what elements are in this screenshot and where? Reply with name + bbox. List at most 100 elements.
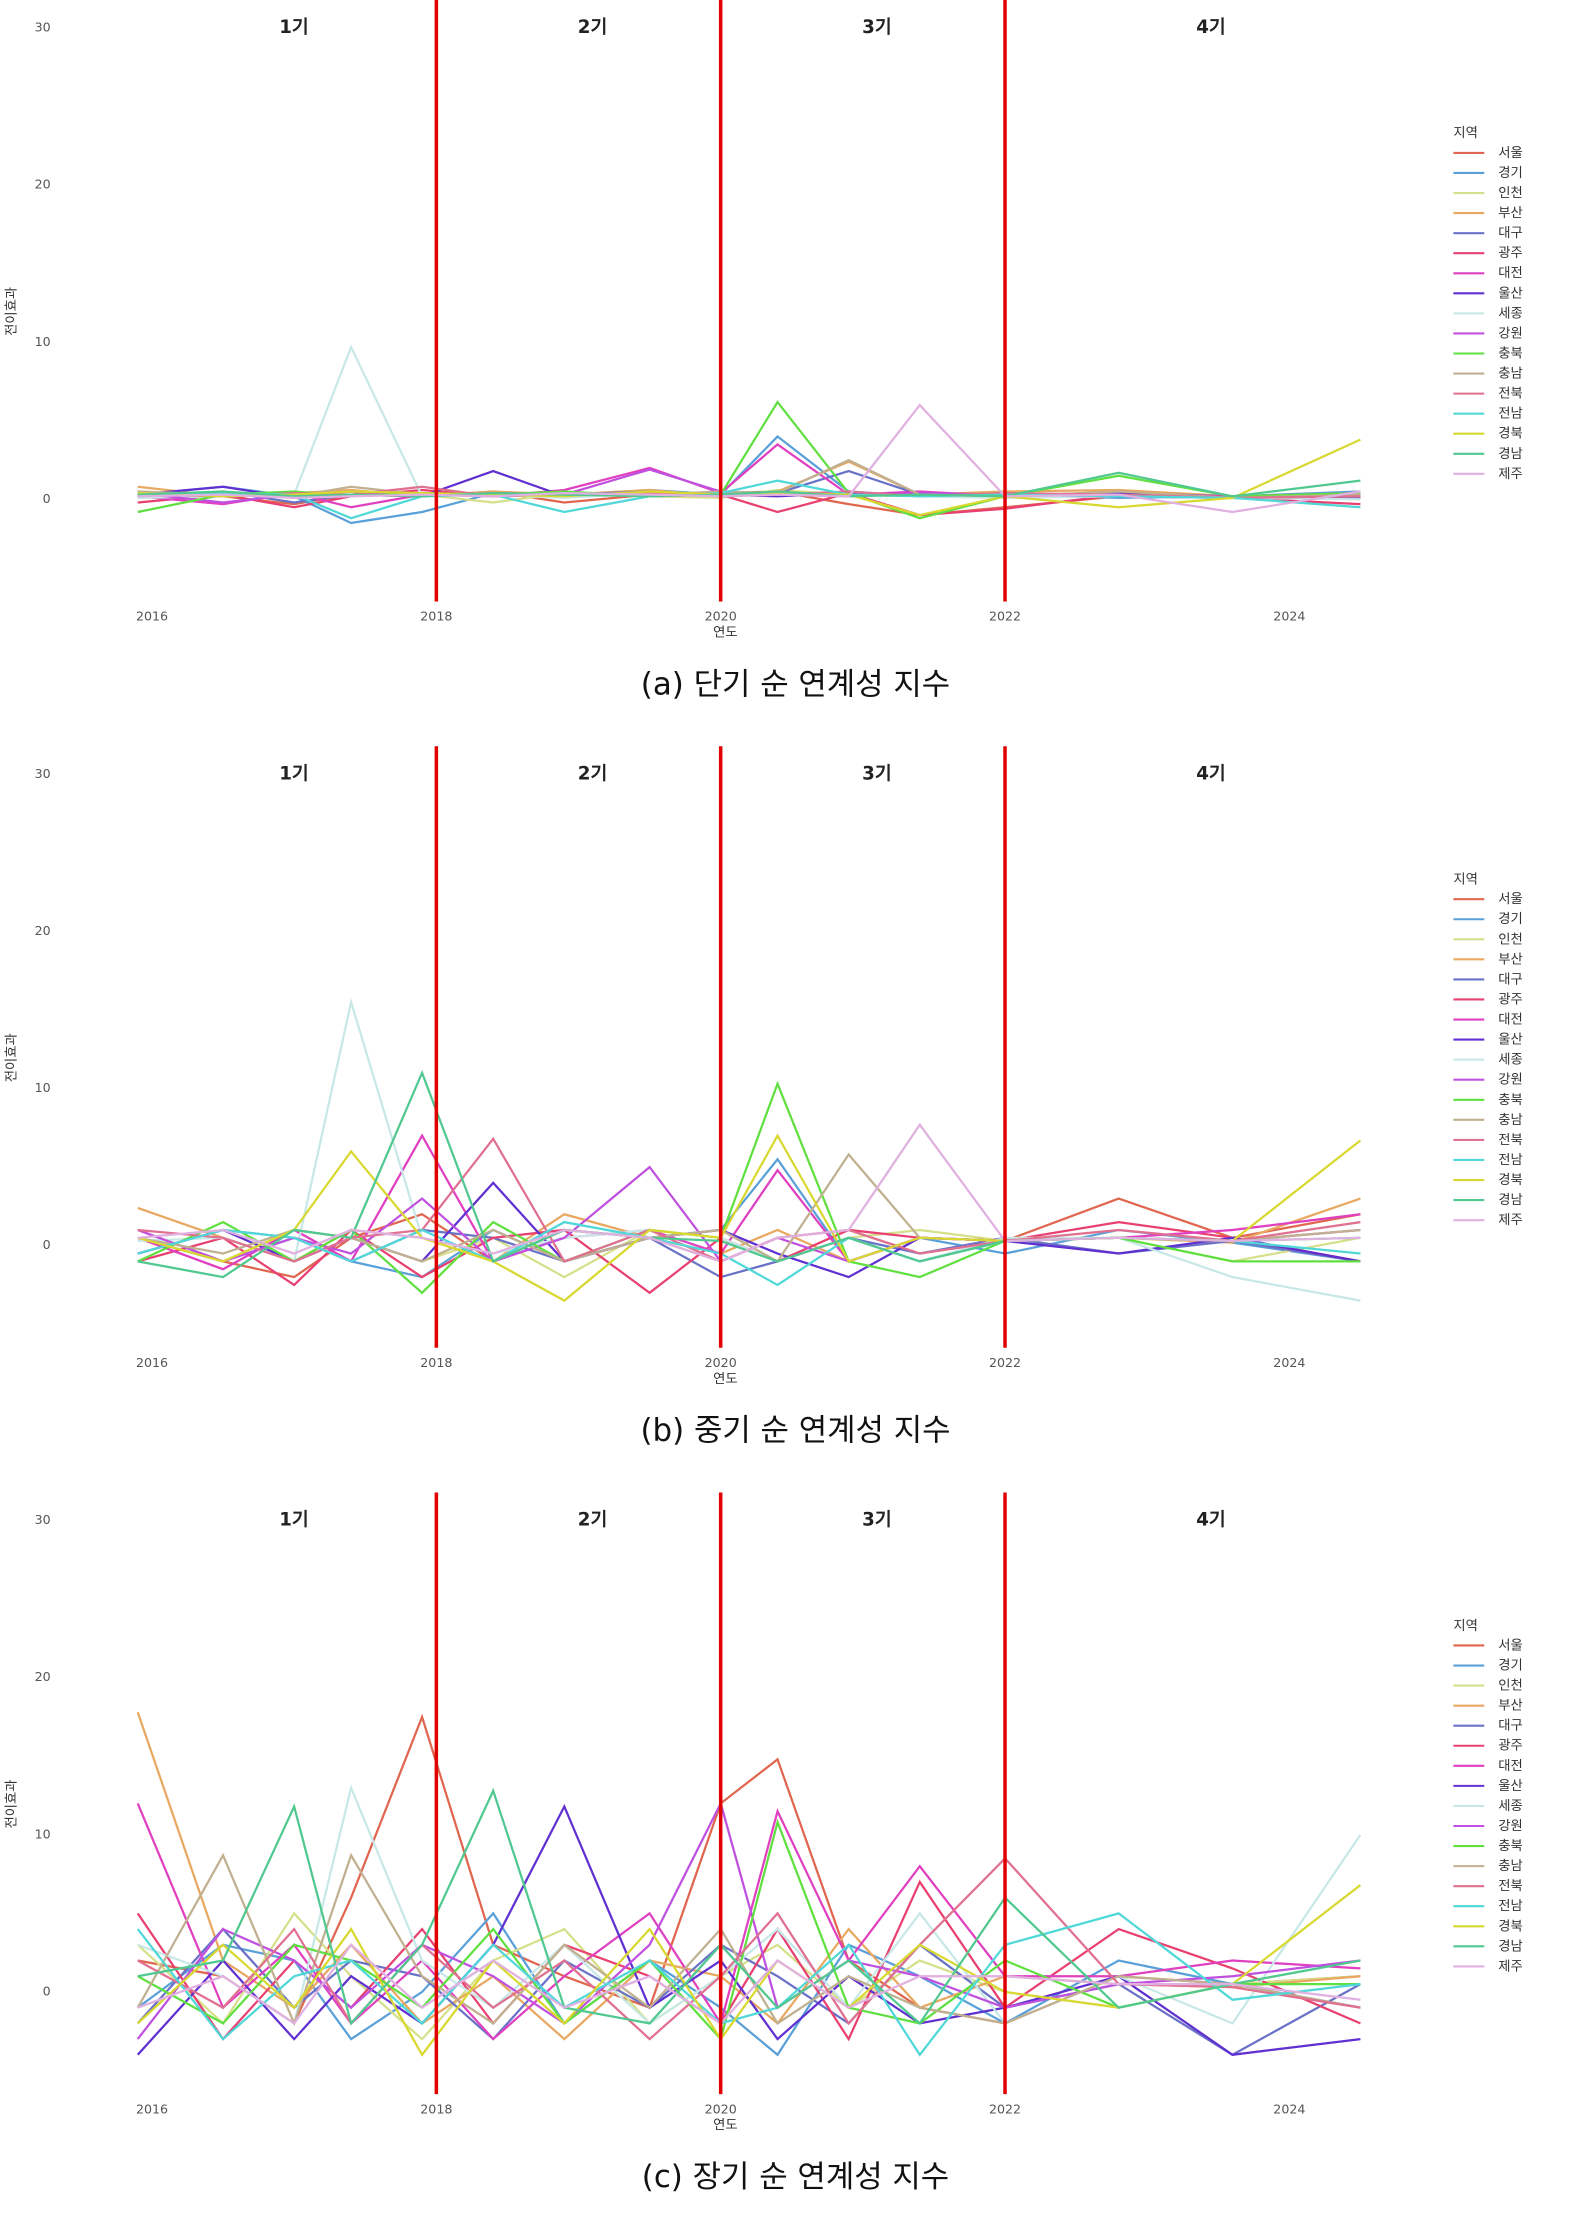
legend-label: 대구: [1498, 225, 1523, 241]
series-line: [137, 1220, 1361, 1287]
legend-label: 전북: [1498, 1132, 1523, 1148]
x-tick-label: 2018: [420, 609, 452, 624]
series-line: [137, 997, 1361, 1302]
y-tick-label: 30: [35, 1512, 51, 1527]
legend-label: 세종: [1498, 305, 1523, 321]
legend-label: 광주: [1498, 991, 1523, 1007]
legend-label: 광주: [1498, 245, 1523, 261]
legend-label: 대전: [1498, 1758, 1523, 1774]
y-tick-label: 10: [35, 334, 51, 349]
legend-label: 강원: [1498, 1818, 1523, 1834]
x-axis-label: 연도: [713, 1371, 737, 1387]
x-tick-label: 2024: [1273, 609, 1305, 624]
legend-label: 대구: [1498, 1718, 1523, 1734]
y-tick-label: 20: [35, 923, 51, 938]
period-label: 2기: [578, 763, 607, 784]
legend-label: 대전: [1498, 1012, 1523, 1028]
period-label: 2기: [578, 17, 607, 38]
legend-label: 인천: [1498, 931, 1523, 947]
legend-label: 대전: [1498, 265, 1523, 281]
series-line: [136, 1711, 1361, 2041]
period-label: 2기: [578, 1510, 607, 1531]
series-line: [137, 1943, 1361, 2025]
y-axis-label: 전이효과: [3, 1033, 19, 1082]
legend-label: 제주: [1498, 466, 1523, 482]
legend-label: 전북: [1498, 386, 1523, 402]
legend-label: 경기: [1498, 165, 1523, 181]
legend-label: 부산: [1498, 1698, 1523, 1714]
x-tick-label: 2018: [420, 1355, 452, 1370]
legend-label: 충북: [1498, 1838, 1523, 1854]
legend-label: 서울: [1498, 145, 1523, 161]
legend-title: 지역: [1453, 872, 1477, 888]
legend-label: 경남: [1498, 446, 1523, 462]
legend-label: 제주: [1498, 1212, 1523, 1228]
y-tick-label: 0: [43, 1237, 51, 1252]
x-tick-label: 2020: [705, 1355, 737, 1370]
series-line: [137, 1856, 1361, 2041]
period-label: 3기: [862, 1510, 891, 1531]
series-line: [137, 1122, 1361, 1263]
legend-label: 경남: [1498, 1192, 1523, 1208]
period-label: 4기: [1196, 763, 1225, 784]
legend-label: 충남: [1498, 1112, 1523, 1128]
legend-label: 경남: [1498, 1938, 1523, 1954]
legend-label: 부산: [1498, 205, 1523, 221]
y-tick-label: 0: [43, 491, 51, 506]
panel: 0 10 20 30 2016 2018 2020 2022 2024 연도 전이효과 1기 2기 3기 4…: [3, 0, 1523, 702]
x-tick-label: 2018: [420, 2101, 452, 2116]
x-tick-label: 2022: [989, 609, 1021, 624]
x-tick-label: 2020: [705, 609, 737, 624]
caption: (b) 중기 순 연계성 지수: [640, 1413, 950, 1449]
period-label: 1기: [279, 17, 308, 38]
period-label: 1기: [279, 763, 308, 784]
y-tick-label: 0: [43, 1983, 51, 1998]
series-line: [137, 438, 1361, 517]
x-tick-label: 2016: [136, 609, 168, 624]
panel: 0 10 20 30 2016 2018 2020 2022 2024 연도 전이효과 1기 2기 3기 4…: [3, 746, 1523, 1449]
x-tick-label: 2024: [1273, 2101, 1305, 2116]
legend-label: 전북: [1498, 1878, 1523, 1894]
legend-label: 충북: [1498, 345, 1523, 361]
period-label: 1기: [279, 1510, 308, 1531]
y-axis-label: 전이효과: [3, 287, 19, 336]
legend-label: 세종: [1498, 1052, 1523, 1068]
series-line: [137, 344, 1361, 501]
legend-label: 대구: [1498, 971, 1523, 987]
y-tick-label: 30: [35, 20, 51, 35]
panel: 0 10 20 30 2016 2018 2020 2022 2024 연도 전이효과 1기 2기 3기 4…: [3, 1492, 1523, 2195]
legend-label: 전남: [1498, 406, 1523, 422]
x-tick-label: 2022: [989, 2101, 1021, 2116]
x-tick-label: 2016: [136, 2101, 168, 2116]
legend-label: 경북: [1498, 1172, 1523, 1188]
legend-label: 서울: [1498, 891, 1523, 907]
x-axis-label: 연도: [713, 2117, 737, 2133]
legend-label: 충남: [1498, 1858, 1523, 1874]
caption: (a) 단기 순 연계성 지수: [641, 666, 950, 702]
x-axis-label: 연도: [713, 625, 737, 641]
period-label: 3기: [862, 763, 891, 784]
legend-label: 울산: [1498, 1778, 1523, 1794]
series-line: [137, 403, 1361, 514]
series-line: [137, 1787, 1361, 2026]
legend-label: 충남: [1498, 366, 1523, 382]
legend-title: 지역: [1453, 125, 1477, 141]
legend-label: 전남: [1498, 1152, 1523, 1168]
legend-label: 울산: [1498, 285, 1523, 301]
y-tick-label: 30: [35, 766, 51, 781]
series-line: [137, 1818, 1361, 2042]
x-tick-label: 2016: [136, 1355, 168, 1370]
legend-label: 인천: [1498, 185, 1523, 201]
series-line: [136, 1802, 1361, 2041]
legend-label: 세종: [1498, 1798, 1523, 1814]
series-line: [137, 1220, 1361, 1295]
period-label: 3기: [862, 17, 891, 38]
legend-label: 제주: [1498, 1958, 1523, 1974]
legend-label: 강원: [1498, 325, 1523, 341]
legend-label: 충북: [1498, 1092, 1523, 1108]
x-tick-label: 2022: [989, 1355, 1021, 1370]
legend-label: 광주: [1498, 1738, 1523, 1754]
y-tick-label: 10: [35, 1826, 51, 1841]
